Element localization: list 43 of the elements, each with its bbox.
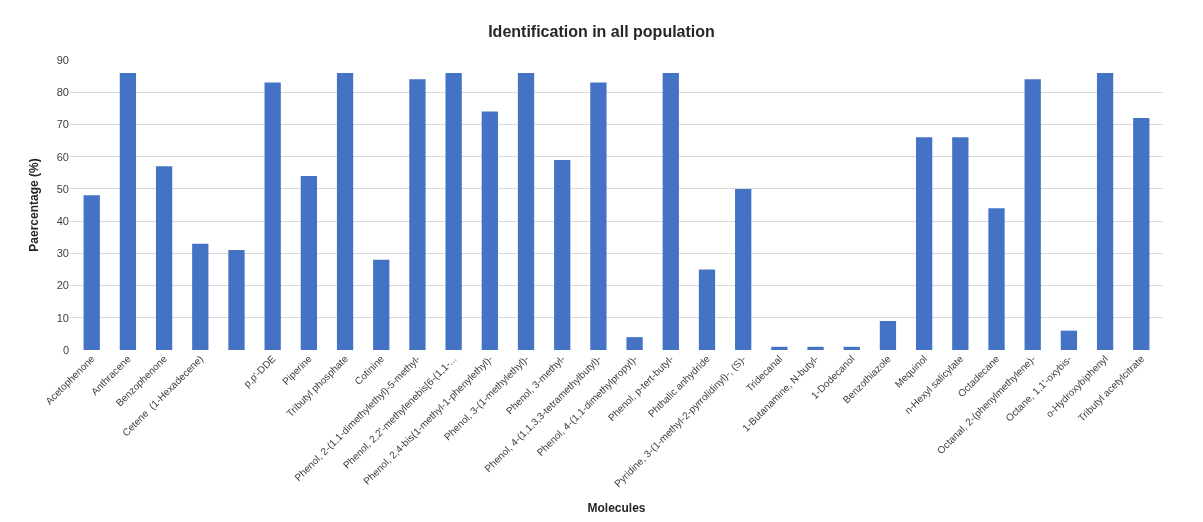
bar (300, 176, 318, 350)
bar (1096, 72, 1114, 350)
bar (915, 137, 933, 350)
bar (843, 346, 860, 350)
bar (590, 82, 607, 350)
bar (662, 72, 679, 350)
bar (264, 82, 281, 350)
y-tick-label: 20 (56, 279, 69, 292)
bar (879, 321, 897, 350)
bar (373, 259, 390, 350)
bar (771, 346, 788, 350)
bar (336, 72, 354, 350)
y-tick-label: 60 (56, 150, 69, 163)
bar (481, 111, 498, 350)
bar (554, 159, 571, 350)
y-tick-label: 90 (56, 53, 69, 66)
bar (83, 195, 100, 350)
chart-title: Identification in all population (488, 23, 715, 41)
y-tick-label: 30 (56, 247, 69, 260)
y-axis-title: Paercentage (%) (27, 158, 42, 252)
y-tick-label: 10 (56, 311, 69, 324)
y-tick-label: 40 (56, 214, 69, 227)
bar (409, 79, 426, 350)
y-tick-label: 50 (56, 182, 69, 195)
bar (807, 346, 824, 350)
y-tick-label: 80 (56, 86, 69, 99)
bar (517, 72, 535, 350)
bar (988, 208, 1005, 350)
bar (698, 269, 716, 350)
bar (1060, 330, 1078, 350)
bar (626, 337, 643, 350)
bar (192, 243, 209, 350)
x-axis-title: Molecules (587, 500, 646, 515)
y-tick-label: 70 (56, 118, 69, 131)
bar (1133, 118, 1150, 350)
bar (735, 188, 752, 350)
bar (952, 137, 969, 350)
bar (155, 166, 173, 350)
bar (445, 72, 462, 350)
bar (119, 72, 137, 350)
bar (1024, 79, 1041, 350)
y-tick-label: 0 (62, 343, 69, 356)
bar (228, 250, 245, 350)
